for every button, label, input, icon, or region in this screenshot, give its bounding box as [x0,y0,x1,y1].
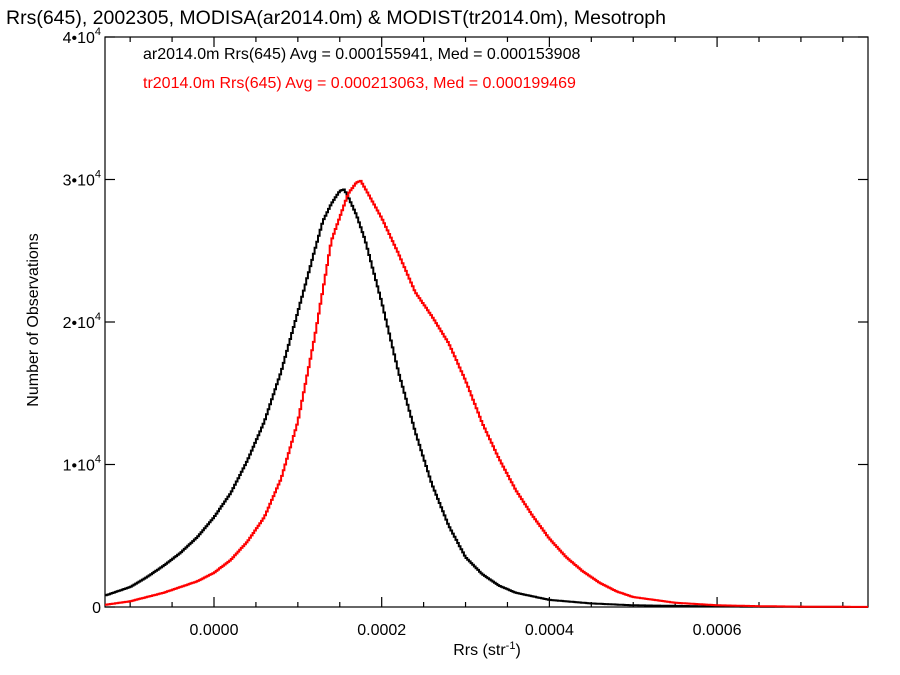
y-tick-label-exponent: 4 [95,169,101,181]
x-tick-label: 0.0006 [693,622,742,639]
x-axis-label-text: Rrs (str [453,642,506,659]
y-tick-label-base: 3•10 [63,173,95,190]
plot-frame [104,36,869,608]
y-tick-label: 3•104 [63,169,101,190]
series-line-0 [105,188,868,608]
x-axis: 0.0000 0.0002 0.0004 0.0006 [129,37,844,639]
y-tick-label-exponent: 4 [95,26,101,38]
y-tick-label-base: 1•10 [63,458,95,475]
x-axis-label: Rrs (str-1) [453,640,521,659]
series-layer [105,179,868,608]
x-tick-label: 0.0000 [190,622,239,639]
x-axis-label-superscript: -1 [506,640,516,652]
legend: ar2014.0m Rrs(645) Avg = 0.000155941, Me… [143,46,580,92]
y-axis-label: Number of Observations [25,233,42,406]
x-tick-label: 0.0004 [525,622,574,639]
y-tick-label: 2•104 [63,311,101,332]
plot-border [104,36,869,608]
y-tick-label-base: 2•10 [63,315,95,332]
legend-entry-1: tr2014.0m Rrs(645) Avg = 0.000213063, Me… [143,75,576,92]
y-tick-label-exponent: 4 [95,311,101,323]
y-tick-label-base: 0 [92,600,101,617]
chart-title: Rrs(645), 2002305, MODISA(ar2014.0m) & M… [6,7,666,29]
y-tick-label-base: 4•10 [63,30,95,47]
y-tick-label: 0 [92,600,101,617]
y-tick-label: 4•104 [63,26,101,47]
legend-entry-0: ar2014.0m Rrs(645) Avg = 0.000155941, Me… [143,46,580,63]
y-tick-label-exponent: 4 [95,454,101,466]
x-axis-label-end: ) [515,642,520,659]
series-line-1 [105,179,868,608]
y-tick-label: 1•104 [63,454,101,475]
x-tick-label: 0.0002 [357,622,406,639]
